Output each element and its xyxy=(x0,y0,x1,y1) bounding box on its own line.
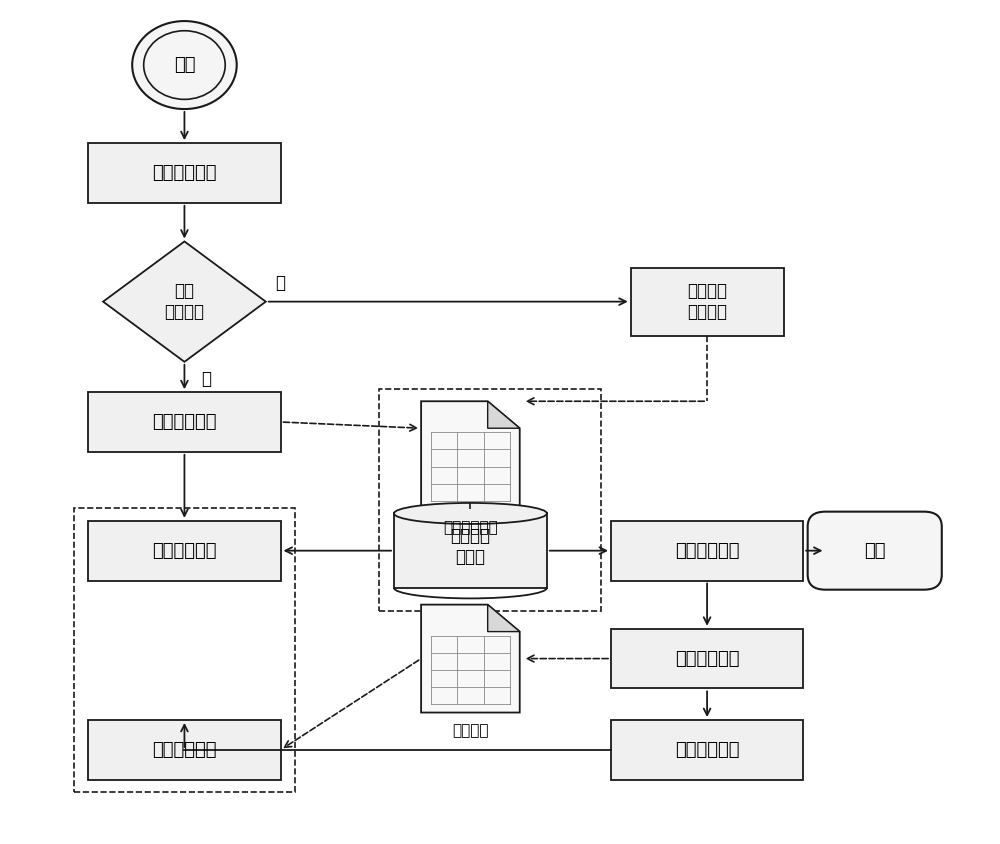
Text: 导入交换文件: 导入交换文件 xyxy=(152,741,217,759)
Text: 工程勘察
数据库: 工程勘察 数据库 xyxy=(450,528,490,566)
FancyBboxPatch shape xyxy=(88,392,281,452)
Text: 导出交换文件: 导出交换文件 xyxy=(675,650,739,668)
Text: 分析业务需求: 分析业务需求 xyxy=(152,164,217,182)
Polygon shape xyxy=(421,604,520,712)
Bar xyxy=(74,508,295,793)
Text: 专题模型视图: 专题模型视图 xyxy=(443,520,498,535)
Text: 完成相关业务: 完成相关业务 xyxy=(675,741,739,759)
Polygon shape xyxy=(394,513,547,588)
FancyBboxPatch shape xyxy=(808,511,942,590)
FancyBboxPatch shape xyxy=(88,720,281,780)
Text: 建立专题
模型视图: 建立专题 模型视图 xyxy=(687,282,727,321)
Text: 集成专题模型: 集成专题模型 xyxy=(675,542,739,560)
Text: 是: 是 xyxy=(201,371,211,388)
FancyBboxPatch shape xyxy=(88,143,281,203)
Text: 结束: 结束 xyxy=(864,542,885,560)
FancyBboxPatch shape xyxy=(611,629,803,689)
Polygon shape xyxy=(103,241,266,362)
Polygon shape xyxy=(488,401,520,428)
Text: 否: 否 xyxy=(276,273,286,292)
Text: 交换文件: 交换文件 xyxy=(452,723,489,738)
Ellipse shape xyxy=(394,503,547,524)
FancyBboxPatch shape xyxy=(88,521,281,581)
FancyBboxPatch shape xyxy=(611,720,803,780)
Polygon shape xyxy=(421,401,520,509)
Circle shape xyxy=(132,21,237,109)
FancyBboxPatch shape xyxy=(611,521,803,581)
Text: 已有
专题模型: 已有 专题模型 xyxy=(164,282,204,321)
Text: 确定专题模型: 确定专题模型 xyxy=(152,413,217,431)
FancyBboxPatch shape xyxy=(631,268,784,336)
Text: 开始: 开始 xyxy=(174,56,195,74)
Polygon shape xyxy=(488,604,520,631)
Bar xyxy=(379,389,601,611)
Text: 提取专题模型: 提取专题模型 xyxy=(152,542,217,560)
